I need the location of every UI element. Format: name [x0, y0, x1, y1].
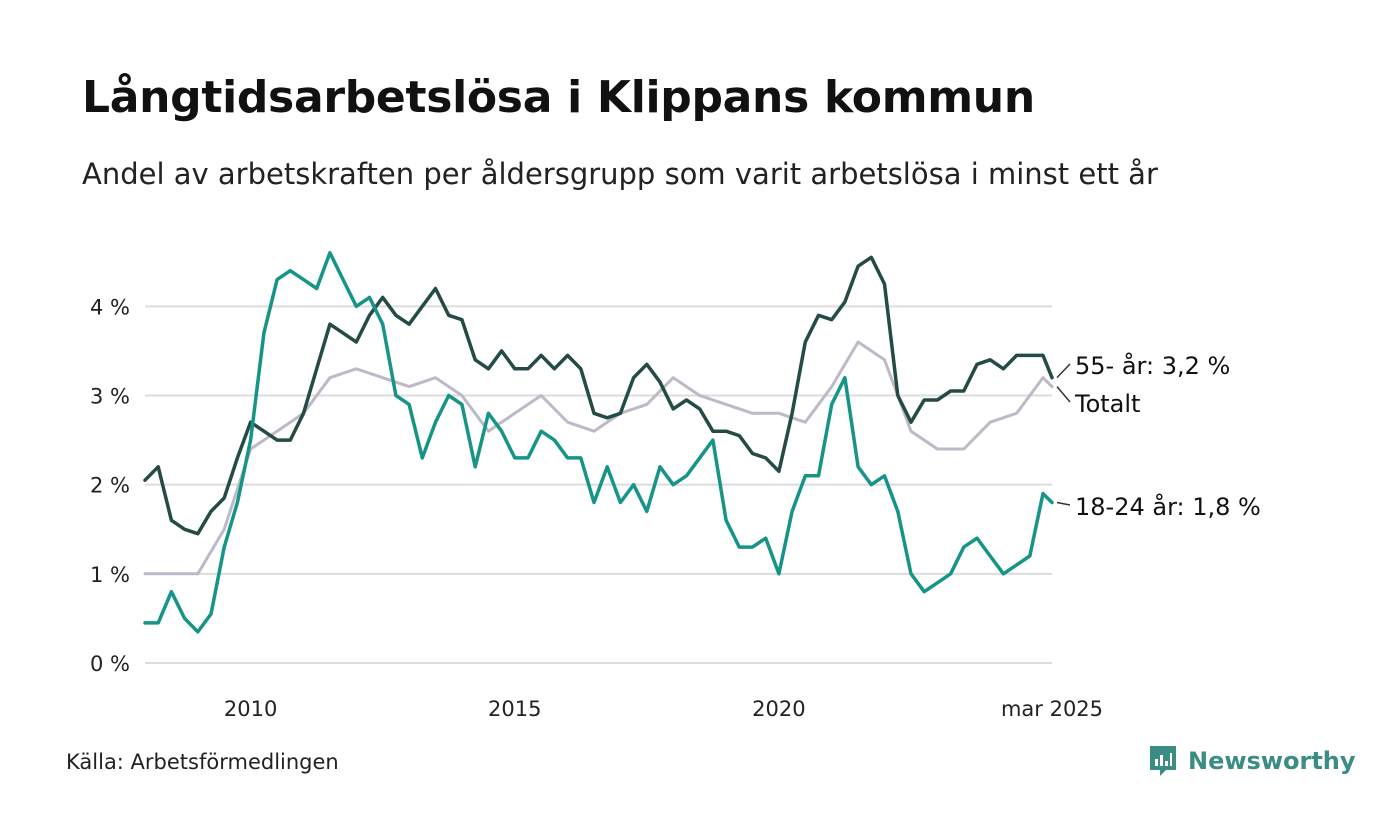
label-leader-totalt — [1056, 386, 1071, 403]
newsworthy-logo-icon — [1150, 746, 1176, 776]
y-tick-label: 2 % — [90, 474, 130, 498]
brand-name: Newsworthy — [1188, 747, 1356, 775]
y-axis: 0 % 1 % 2 % 3 % 4 % — [90, 295, 130, 676]
y-tick-label: 4 % — [90, 295, 130, 319]
x-tick-label: mar 2025 — [1001, 697, 1103, 721]
series-line-55-r — [143, 255, 1054, 536]
line-chart: 0 % 1 % 2 % 3 % 4 % 2010 2015 2020 mar 2025 55-… — [90, 251, 1261, 721]
grid-layer — [145, 305, 1052, 664]
x-tick-label: 2010 — [224, 697, 277, 721]
x-tick-label: 2015 — [488, 697, 541, 721]
y-tick-label: 3 % — [90, 385, 130, 409]
series-layer — [143, 251, 1054, 634]
chart-subtitle: Andel av arbetskraften per åldersgrupp s… — [82, 157, 1158, 191]
y-tick-label: 0 % — [90, 652, 130, 676]
series-line-18-24-r — [143, 251, 1054, 634]
x-axis: 2010 2015 2020 mar 2025 — [224, 697, 1103, 721]
series-label-18-24-r: 18-24 år: 1,8 % — [1075, 492, 1261, 521]
chart-title: Långtidsarbetslösa i Klippans kommun — [82, 72, 1035, 123]
label-leader-55-r — [1056, 363, 1071, 379]
series-label-55-r: 55- år: 3,2 % — [1075, 351, 1230, 380]
x-tick-label: 2020 — [752, 697, 805, 721]
source-note: Källa: Arbetsförmedlingen — [66, 750, 339, 774]
series-line-totalt — [143, 340, 1054, 576]
brand[interactable]: Newsworthy — [1148, 744, 1356, 778]
y-tick-label: 1 % — [90, 563, 130, 587]
label-leader-18-24-r — [1056, 501, 1071, 506]
series-label-totalt: Totalt — [1074, 390, 1140, 418]
series-labels: 55- år: 3,2 % Totalt 18-24 år: 1,8 % — [1056, 351, 1261, 521]
